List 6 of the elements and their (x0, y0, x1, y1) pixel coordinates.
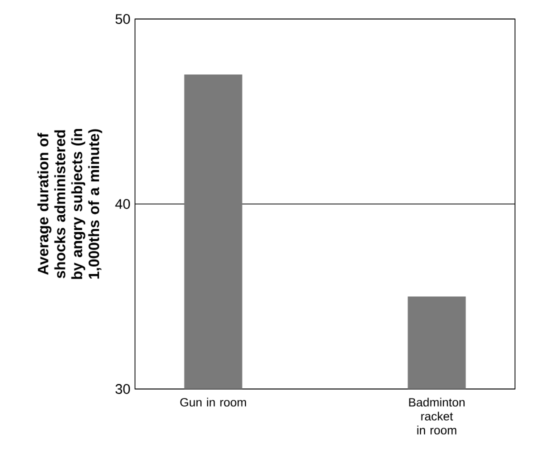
y-tick-label: 40 (115, 199, 130, 209)
y-tick-label: 50 (116, 14, 130, 24)
x-tick-label: Gun in room (180, 398, 246, 407)
y-axis-title: Average duration of shocks administered by angry subjects (in 1,000ths of a minute) (37, 128, 102, 279)
x-tick-label: Badminton racket in room (409, 398, 465, 434)
y-tick-label: 30 (116, 384, 130, 394)
